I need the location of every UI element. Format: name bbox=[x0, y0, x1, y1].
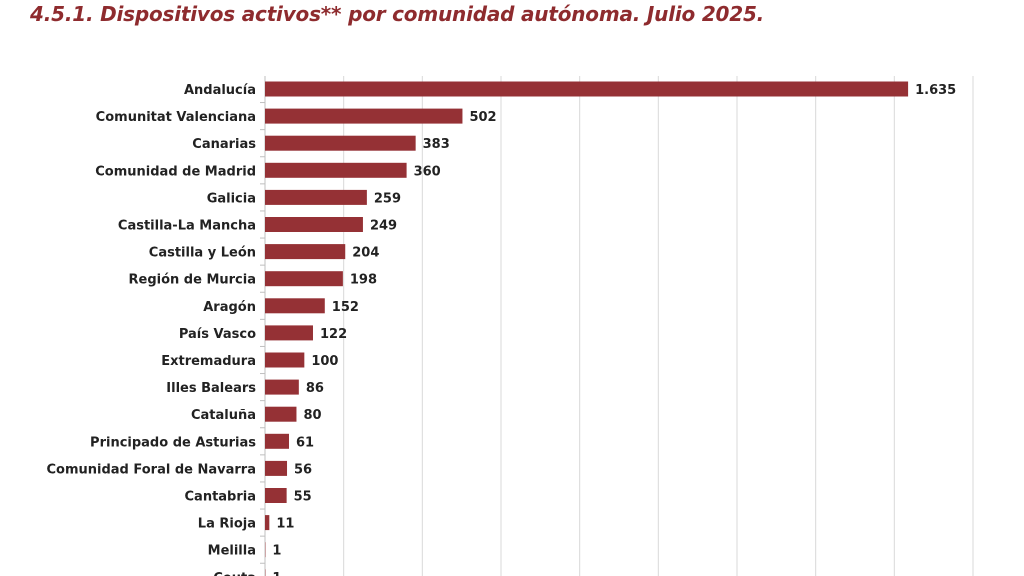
category-label: País Vasco bbox=[179, 327, 256, 342]
data-label: 61 bbox=[296, 435, 314, 450]
bar bbox=[265, 108, 463, 124]
data-label: 122 bbox=[320, 327, 347, 342]
bar bbox=[265, 298, 325, 314]
category-label: Aragón bbox=[203, 300, 256, 315]
data-label: 249 bbox=[370, 219, 397, 234]
category-label: Comunidad Foral de Navarra bbox=[47, 462, 257, 477]
category-label: Comunidad de Madrid bbox=[95, 164, 256, 179]
category-label: Ceuta bbox=[213, 571, 256, 576]
category-label: Andalucía bbox=[184, 83, 256, 98]
category-label: Extremadura bbox=[161, 354, 256, 369]
data-label: 86 bbox=[306, 381, 324, 396]
data-label: 502 bbox=[469, 110, 496, 125]
data-label: 383 bbox=[423, 137, 450, 152]
bar bbox=[265, 81, 909, 97]
bar bbox=[265, 488, 287, 503]
data-label: 100 bbox=[311, 354, 338, 369]
data-label: 198 bbox=[350, 273, 377, 288]
category-label: Cataluña bbox=[191, 408, 256, 423]
bar bbox=[265, 460, 288, 476]
category-label: Canarias bbox=[192, 137, 256, 152]
data-label: 1.635 bbox=[915, 83, 956, 98]
bar bbox=[265, 352, 305, 368]
data-label: 259 bbox=[374, 191, 401, 206]
data-label: 152 bbox=[332, 300, 359, 315]
bar bbox=[265, 325, 313, 341]
data-label: 360 bbox=[414, 164, 441, 179]
category-label: Principado de Asturias bbox=[90, 435, 256, 450]
category-label: Castilla-La Mancha bbox=[118, 219, 256, 234]
bar bbox=[265, 162, 407, 178]
bar bbox=[265, 217, 363, 232]
data-label: 55 bbox=[294, 490, 312, 505]
category-label: Illes Balears bbox=[166, 381, 256, 396]
category-label: La Rioja bbox=[198, 517, 256, 532]
bar bbox=[265, 135, 416, 151]
bar bbox=[265, 406, 297, 422]
data-label: 80 bbox=[303, 408, 321, 423]
bar bbox=[265, 244, 346, 260]
category-label: Región de Murcia bbox=[129, 273, 257, 288]
category-label: Comunitat Valenciana bbox=[96, 110, 256, 125]
data-label: 1 bbox=[272, 544, 281, 559]
category-label: Galicia bbox=[207, 191, 256, 206]
bar bbox=[265, 433, 289, 449]
category-label: Castilla y León bbox=[149, 246, 256, 261]
data-label: 1 bbox=[272, 571, 281, 576]
data-label: 11 bbox=[276, 517, 294, 532]
chart-title: 4.5.1. Dispositivos activos** por comuni… bbox=[30, 2, 765, 26]
bar bbox=[265, 379, 299, 395]
bar bbox=[265, 515, 270, 531]
data-label: 204 bbox=[352, 246, 379, 261]
bar bbox=[265, 189, 367, 205]
category-label: Melilla bbox=[208, 544, 256, 559]
bar bbox=[265, 271, 343, 287]
data-label: 56 bbox=[294, 462, 312, 477]
category-label: Cantabria bbox=[185, 490, 257, 505]
